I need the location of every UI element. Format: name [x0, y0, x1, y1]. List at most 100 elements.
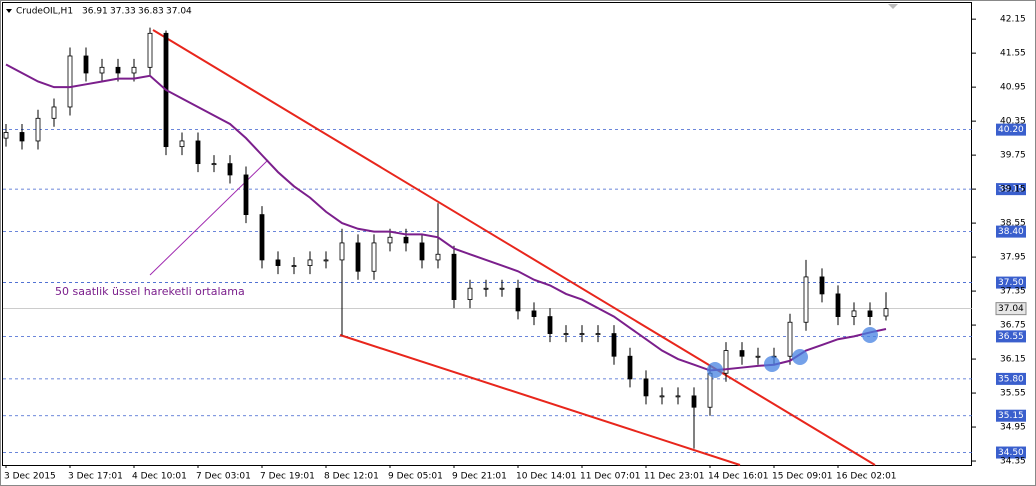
trend-line[interactable]: [339, 334, 741, 466]
candle-body: [819, 276, 825, 295]
candle-body: [99, 66, 105, 74]
candle-body: [259, 214, 265, 261]
x-tick-label: 3 Dec 2015: [4, 472, 56, 482]
candle-body: [659, 395, 665, 398]
annotation: 50 saatlik üssel hareketli ortalama: [55, 285, 245, 298]
candle-body: [355, 242, 361, 272]
candle-body: [787, 321, 793, 357]
level-label: 38.40: [998, 227, 1024, 237]
candle-body: [851, 310, 857, 317]
y-tick-label: 36.75: [1000, 321, 1026, 331]
candle-body: [3, 132, 9, 139]
candle-body: [547, 316, 553, 334]
level-label-box: [996, 409, 1026, 422]
x-tick-label: 10 Dec 14:01: [516, 472, 577, 482]
candle-body: [483, 287, 489, 290]
candle-body: [339, 242, 345, 261]
trend-line[interactable]: [152, 29, 876, 466]
candle-body: [67, 55, 73, 108]
candle-body: [835, 293, 841, 317]
highlight: [862, 327, 878, 343]
y-tick-label: 37.95: [1000, 253, 1026, 263]
y-tick-label: 41.55: [1000, 49, 1026, 59]
highlight: [792, 349, 808, 365]
candle-body: [435, 253, 441, 261]
candle-body: [515, 287, 521, 312]
level-label-box: [996, 225, 1026, 238]
level-label: 34.50: [998, 448, 1024, 458]
level-label: 35.15: [998, 411, 1024, 421]
x-tick-label: 8 Dec 12:01: [324, 472, 379, 482]
y-tick-label: 39.75: [1000, 151, 1026, 161]
candle-body: [243, 174, 249, 216]
candle-body: [83, 55, 89, 74]
candle-body: [131, 66, 137, 74]
level-label: 36.55: [998, 332, 1024, 342]
candle-body: [563, 333, 569, 335]
candle-body: [179, 140, 185, 148]
header-close: 37.04: [166, 7, 192, 17]
header-low: 36.83: [138, 7, 164, 17]
candle-body: [499, 287, 505, 290]
y-tick-label: 36.15: [1000, 355, 1026, 365]
x-tick-label: 7 Dec 19:01: [260, 472, 315, 482]
x-tick-label: 15 Dec 09:01: [772, 472, 833, 482]
candle-body: [595, 333, 601, 335]
candle-body: [147, 32, 153, 68]
candle-body: [883, 308, 889, 317]
x-tick-label: 9 Dec 05:01: [388, 472, 443, 482]
candle-body: [803, 276, 809, 323]
level-label-box: [996, 372, 1026, 385]
price-label-box: [995, 302, 1027, 316]
level-label-box: [996, 330, 1026, 343]
y-tick-label: 34.95: [1000, 423, 1026, 433]
candle-body: [211, 163, 217, 166]
shift-marker[interactable]: [888, 4, 898, 9]
candle-body: [627, 355, 633, 380]
candle-body: [403, 236, 409, 244]
candle-body: [579, 333, 585, 335]
candle-body: [707, 372, 713, 408]
candle-body: [531, 310, 537, 317]
candle-body: [275, 259, 281, 266]
level-label: 35.80: [998, 374, 1024, 384]
candle-body: [371, 242, 377, 272]
candle-body: [467, 287, 473, 300]
level-label: 39.15: [998, 185, 1024, 195]
level-label: 37.50: [998, 278, 1024, 288]
y-tick-label: 34.35: [1000, 457, 1026, 467]
header-high: 37.33: [110, 7, 136, 17]
x-tick-label: 9 Dec 21:01: [452, 472, 507, 482]
candle-body: [867, 310, 873, 317]
candle-body: [115, 66, 121, 74]
candle-body: [723, 350, 729, 374]
candle-body: [19, 132, 25, 142]
symbol: CrudeOIL,H1: [16, 7, 73, 17]
menu-arrow[interactable]: [6, 9, 12, 13]
candle-body: [307, 259, 313, 266]
y-tick-label: 40.35: [1000, 117, 1026, 127]
candle-body: [675, 395, 681, 398]
price-label: 37.04: [998, 304, 1024, 314]
candle-body: [227, 163, 233, 176]
candle-body: [419, 242, 425, 261]
candle-body: [195, 140, 201, 165]
y-tick-label: 37.35: [1000, 287, 1026, 297]
candle-body: [35, 117, 41, 142]
candle-body: [323, 259, 329, 262]
x-tick-label: 3 Dec 17:01: [68, 472, 123, 482]
header-open: 36.91: [82, 7, 108, 17]
level-label-box: [996, 276, 1026, 289]
candle-body: [643, 378, 649, 397]
candle-body: [451, 253, 457, 300]
x-tick-label: 16 Dec 02:01: [836, 472, 897, 482]
x-tick-label: 4 Dec 10:01: [132, 472, 187, 482]
candle-body: [739, 350, 745, 357]
level-label-box: [996, 183, 1026, 196]
x-tick-label: 11 Dec 23:01: [644, 472, 705, 482]
x-tick-label: 11 Dec 07:01: [580, 472, 641, 482]
ema-line: [5, 63, 887, 372]
x-tick-label: 7 Dec 03:01: [196, 472, 251, 482]
